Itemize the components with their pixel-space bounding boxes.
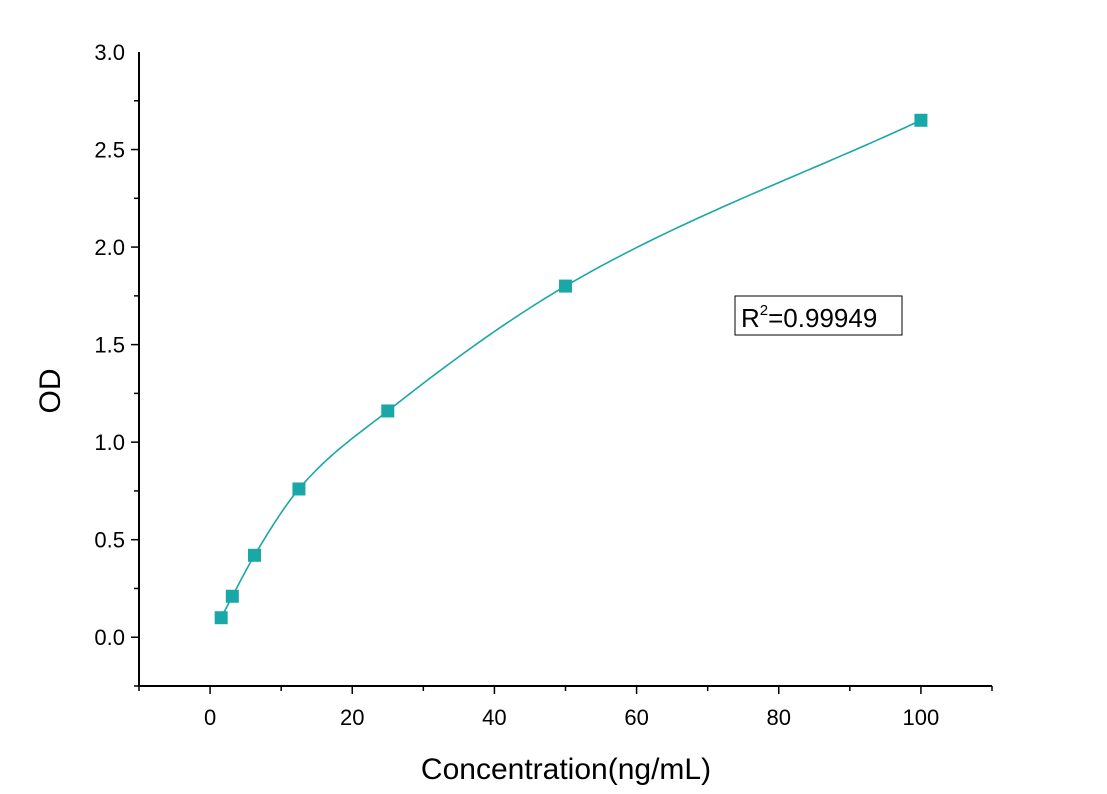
x-tick-label: 20: [340, 705, 364, 730]
data-point: [214, 611, 228, 625]
data-points-layer: [214, 113, 928, 625]
data-point: [914, 113, 928, 127]
x-tick-label: 80: [767, 705, 791, 730]
data-point: [559, 279, 572, 293]
fit-curve-line: [220, 119, 922, 619]
x-axis-title: Concentration(ng/mL): [421, 753, 711, 786]
r2-annotation: R2=0.99949: [734, 295, 903, 336]
data-point: [225, 589, 239, 603]
x-tick-label: 60: [624, 705, 648, 730]
x-tick-label: 40: [482, 705, 506, 730]
r2-prefix: R: [741, 303, 760, 333]
data-point: [381, 404, 395, 418]
y-tick-label: 0.0: [94, 625, 125, 650]
r2-superscript: 2: [760, 302, 768, 319]
r2-label: R2=0.99949: [741, 302, 877, 333]
x-tick-label: 100: [903, 705, 940, 730]
data-point: [292, 482, 306, 496]
fit-curve-layer: [220, 119, 922, 619]
data-point: [248, 548, 262, 562]
r2-box: [734, 295, 903, 336]
y-tick-label: 3.0: [94, 40, 125, 65]
y-tick-label: 2.0: [94, 235, 125, 260]
r2-value: =0.99949: [768, 303, 877, 333]
x-tick-label: 0: [204, 705, 216, 730]
axes: 0 20 40 60 80 100 0.0 0.5 1.0 1.5 2.0 2.5 3.0: [94, 40, 993, 730]
y-tick-label: 1.0: [94, 430, 125, 455]
y-tick-label: 1.5: [94, 333, 125, 358]
y-tick-label: 2.5: [94, 138, 125, 163]
y-tick-label: 0.5: [94, 528, 125, 553]
y-axis-title: OD: [34, 369, 67, 414]
